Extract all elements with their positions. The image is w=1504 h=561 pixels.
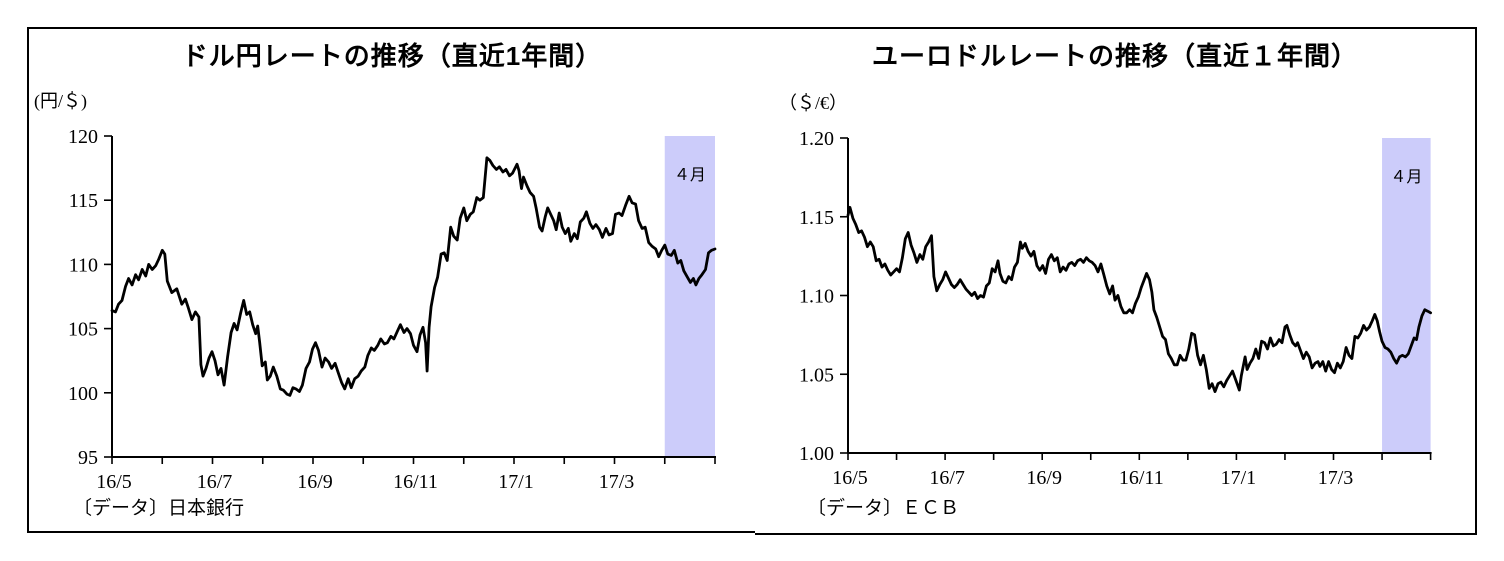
eurusd-y-axis-unit-label: （＄/€） [779, 93, 848, 113]
x-tick-label: 16/5 [832, 467, 868, 489]
x-tick-label: 17/1 [498, 471, 534, 493]
usdjpy-panel: ドル円レートの推移（直近1年間） (円/＄) ４月 120 115 110 105 100… [27, 27, 757, 533]
eurusd-source-label: 〔データ〕ＥＣＢ [807, 498, 960, 519]
y-tick-label: 100 [68, 383, 98, 405]
y-tick-label: 1.00 [799, 443, 834, 465]
usdjpy-y-axis-unit-label: (円/＄) [34, 91, 87, 111]
x-tick-label: 16/11 [1119, 467, 1164, 489]
x-tick-label: 16/9 [297, 471, 333, 493]
y-tick-label: 115 [69, 190, 98, 212]
usdjpy-chart-title: ドル円レートの推移（直近1年間） [181, 41, 603, 71]
x-tick-label: 16/5 [96, 471, 132, 493]
y-tick-label: 1.05 [799, 364, 834, 386]
rate-line-series [846, 205, 1432, 394]
eurusd-panel: ユーロドルレートの推移（直近１年間） （＄/€） ４月 1.20 1.15 1.10 1… [755, 27, 1477, 535]
y-tick-label: 1.20 [799, 128, 834, 150]
x-tick-label: 16/7 [197, 471, 233, 493]
rate-line-series [110, 156, 717, 397]
y-tick-label: 1.15 [799, 207, 834, 229]
band-label: ４月 [1390, 169, 1422, 186]
band-label: ４月 [674, 167, 706, 184]
y-tick-label: 120 [68, 126, 98, 148]
y-tick-label: 1.10 [799, 286, 834, 308]
x-tick-label: 17/3 [599, 471, 635, 493]
x-tick-label: 17/3 [1318, 467, 1354, 489]
eurusd-chart-title: ユーロドルレートの推移（直近１年間） [871, 41, 1358, 71]
y-tick-label: 105 [68, 319, 98, 341]
april-highlight-band [1382, 138, 1431, 453]
x-tick-label: 16/11 [393, 471, 438, 493]
y-tick-label: 95 [78, 447, 98, 469]
y-tick-label: 110 [69, 254, 98, 276]
x-tick-label: 16/7 [929, 467, 965, 489]
x-tick-label: 16/9 [1026, 467, 1062, 489]
april-highlight-band [664, 136, 715, 457]
usdjpy-source-label: 〔データ〕日本銀行 [73, 498, 245, 519]
x-tick-label: 17/1 [1221, 467, 1257, 489]
